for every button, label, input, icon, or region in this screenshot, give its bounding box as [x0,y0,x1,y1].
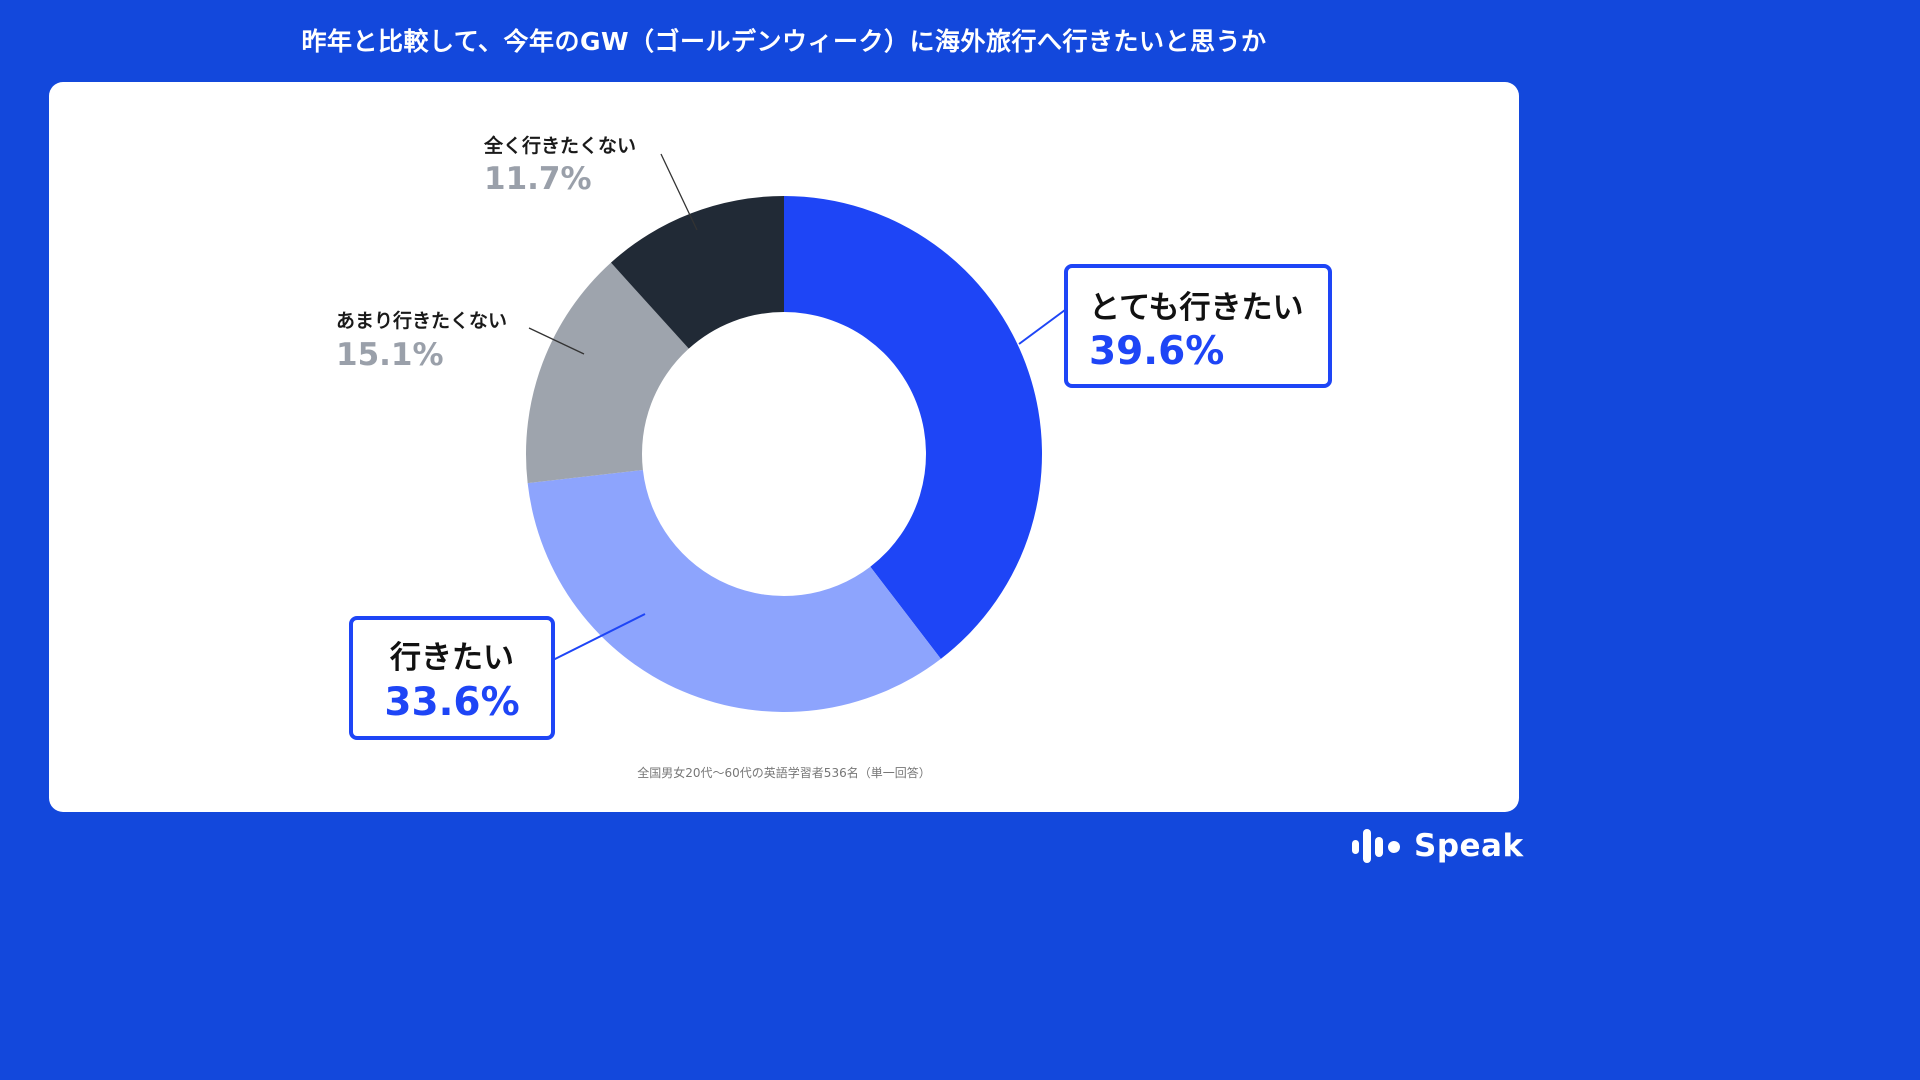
leader-line [660,153,698,231]
survey-note: 全国男女20代〜60代の英語学習者536名（単一回答） [637,766,931,780]
label-box [349,616,555,740]
chart-card: とても行きたい 39.6% 行きたい 33.6% あまり行きたくない 15.1% 全く行きた… [49,82,1519,812]
leader-line [528,327,585,355]
donut-slice [784,196,1042,659]
donut-slice [527,470,941,713]
slice-value-label: 33.6% [384,680,519,725]
slice-label: あまり行きたくない [336,309,507,332]
leader-line [1018,309,1066,345]
slice-value-label: 15.1% [336,337,444,373]
slice-label: 行きたい [389,640,514,676]
slice-label: 全く行きたくない [483,134,636,157]
slice-label: とても行きたい [1089,290,1304,326]
donut-slice [610,196,784,349]
speak-waveform-icon [1352,829,1400,863]
speak-logo: Speak [1352,827,1524,865]
chart-title: 昨年と比較して、今年のGW（ゴールデンウィーク）に海外旅行へ行きたいと思うか [301,27,1267,56]
label-box [1064,264,1332,388]
donut-slice [526,262,689,484]
slice-value-label: 11.7% [484,161,592,197]
leader-line [552,613,646,661]
slice-value-label: 39.6% [1089,329,1224,374]
logo-text: Speak [1414,828,1524,864]
